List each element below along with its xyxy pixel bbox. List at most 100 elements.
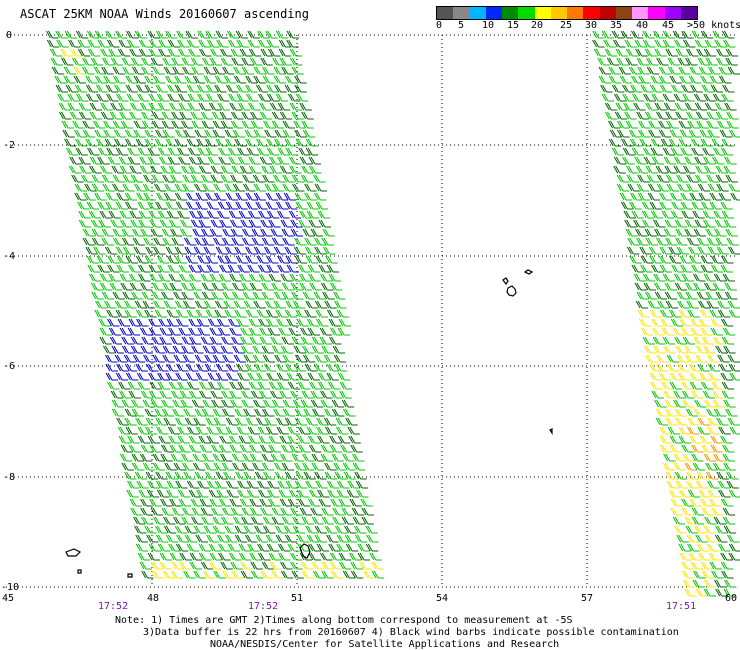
- wind-barb: [205, 255, 219, 264]
- wind-barb: [366, 534, 379, 543]
- wind-barb: [262, 174, 275, 183]
- wind-barb: [704, 165, 717, 174]
- wind-barb: [98, 318, 111, 327]
- wind-barb: [63, 66, 77, 75]
- wind-barb: [645, 165, 658, 174]
- wind-barb: [219, 435, 232, 444]
- wind-barb: [309, 381, 322, 390]
- wind-barb: [717, 300, 730, 309]
- wind-barb: [158, 435, 171, 444]
- wind-barb: [721, 570, 734, 579]
- wind-barb: [650, 210, 664, 219]
- wind-barb: [145, 246, 158, 255]
- wind-barb: [149, 444, 162, 453]
- wind-barb: [124, 363, 138, 372]
- wind-barb: [115, 309, 128, 318]
- wind-barb: [236, 426, 250, 435]
- wind-barb: [624, 219, 637, 228]
- wind-barb: [206, 534, 219, 543]
- wind-barb: [109, 282, 123, 291]
- wind-barb: [653, 345, 666, 354]
- wind-barb: [266, 264, 279, 273]
- wind-barb: [146, 534, 159, 543]
- wind-barb: [160, 165, 173, 174]
- wind-barb: [97, 147, 111, 156]
- wind-barb: [288, 327, 301, 336]
- wind-barb: [699, 129, 713, 138]
- wind-barb: [723, 588, 737, 597]
- wind-barb: [258, 273, 271, 282]
- wind-barb: [142, 399, 156, 408]
- wind-barb: [217, 93, 230, 102]
- wind-barb: [245, 246, 258, 255]
- wind-barb: [211, 345, 224, 354]
- wind-barb: [310, 390, 323, 399]
- wind-barb: [116, 93, 129, 102]
- wind-barb: [161, 120, 175, 129]
- wind-barb: [157, 381, 170, 390]
- wind-barb: [143, 192, 156, 201]
- wind-barb: [269, 561, 282, 570]
- wind-barb: [181, 453, 194, 462]
- wind-barb: [161, 291, 174, 300]
- wind-barb: [287, 435, 300, 444]
- wind-barb: [314, 354, 327, 363]
- wind-barb: [723, 39, 736, 48]
- wind-barb: [305, 417, 319, 426]
- wind-barb: [338, 498, 351, 507]
- wind-barb: [210, 174, 223, 183]
- wind-barb: [729, 426, 740, 435]
- wind-barb: [714, 534, 728, 543]
- wind-barb: [636, 291, 650, 300]
- wind-barb: [267, 489, 280, 498]
- wind-barb: [183, 408, 196, 417]
- wind-barb: [712, 390, 725, 399]
- wind-barb: [221, 516, 234, 525]
- wind-barb: [90, 57, 104, 66]
- wind-barb: [100, 165, 113, 174]
- wind-barb: [234, 138, 247, 147]
- wind-barb: [282, 120, 295, 129]
- island-outline: [65, 548, 82, 557]
- wind-barb: [711, 507, 724, 516]
- wind-barb: [305, 147, 319, 156]
- x-tick-label: 51: [291, 593, 303, 604]
- wind-barb: [640, 264, 653, 273]
- colorbar-swatch: [453, 7, 470, 19]
- wind-barb: [689, 255, 702, 264]
- wind-barb: [215, 471, 228, 480]
- wind-barb: [662, 39, 676, 48]
- wind-barb: [654, 399, 667, 408]
- wind-barb: [186, 480, 200, 489]
- wind-barb: [135, 309, 149, 318]
- wind-barb: [640, 84, 653, 93]
- wind-barb: [327, 381, 341, 390]
- wind-barb: [248, 48, 262, 57]
- wind-barb: [644, 48, 658, 57]
- wind-barb: [271, 570, 284, 579]
- wind-barb: [186, 381, 200, 390]
- wind-barb: [176, 318, 189, 327]
- wind-barb: [241, 120, 254, 129]
- wind-barb: [233, 300, 247, 309]
- wind-barb: [229, 327, 242, 336]
- wind-barb: [181, 291, 194, 300]
- wind-barb: [656, 183, 670, 192]
- wind-barb: [165, 246, 179, 255]
- island-outline: [549, 428, 553, 435]
- wind-barb: [138, 219, 151, 228]
- wind-barb: [104, 246, 118, 255]
- wind-barb: [95, 300, 108, 309]
- wind-barb: [206, 39, 220, 48]
- wind-barb: [719, 129, 733, 138]
- wind-barb: [127, 480, 140, 489]
- wind-barb: [296, 372, 310, 381]
- wind-barb: [90, 282, 104, 291]
- wind-barb: [218, 444, 232, 453]
- wind-barb: [700, 381, 714, 390]
- wind-barb: [108, 327, 122, 336]
- wind-barb: [76, 93, 89, 102]
- wind-barb: [255, 417, 269, 426]
- wind-barb: [99, 327, 113, 336]
